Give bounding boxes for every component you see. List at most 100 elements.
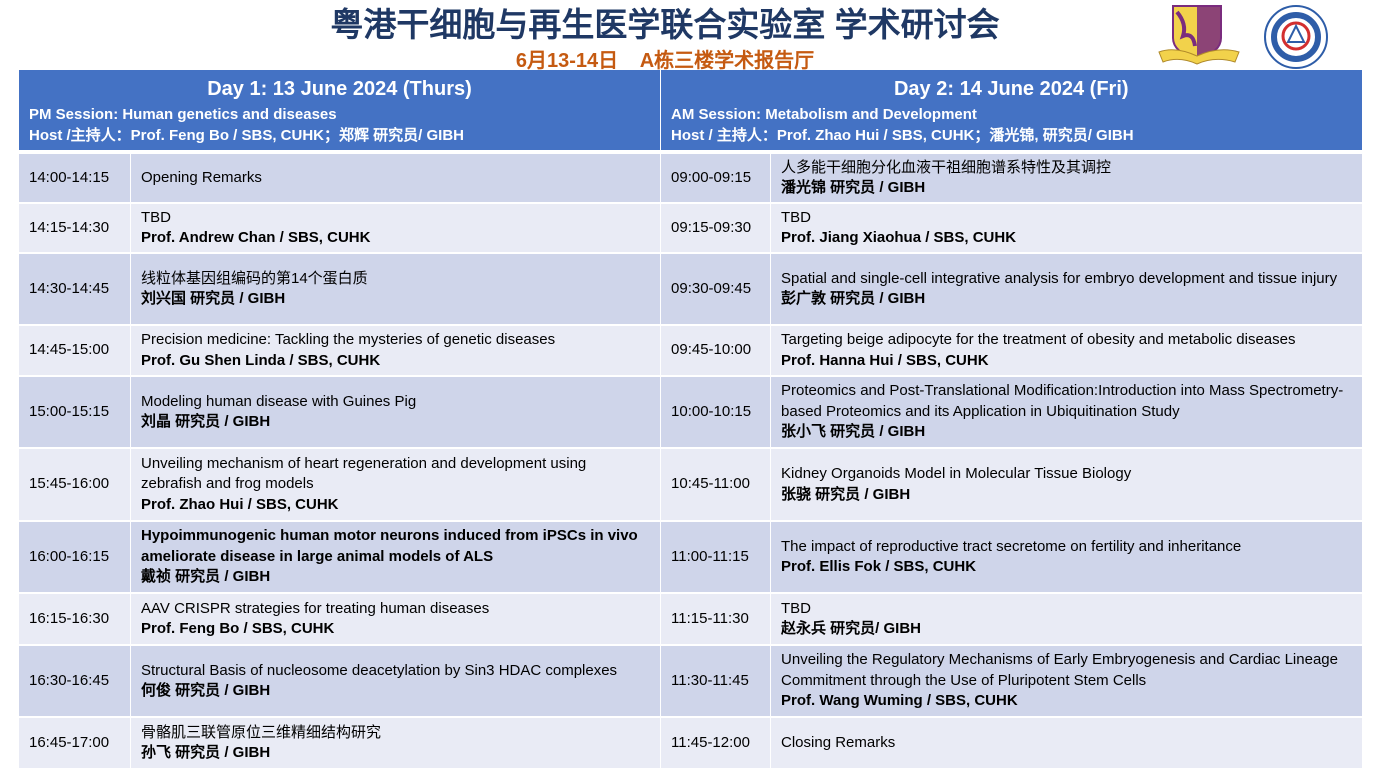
talk-speaker: Prof. Zhao Hui / SBS, CUHK [141,495,339,513]
left-talk-cell: 线粒体基因组编码的第14个蛋白质 刘兴国 研究员 / GIBH [129,252,661,325]
talk-title: Precision medicine: Tackling the mysteri… [141,331,556,348]
talk-title: 线粒体基因组编码的第14个蛋白质 [141,269,368,287]
event-date: 6月13-14日 [515,50,619,72]
right-talk-cell: Closing Remarks [770,716,1362,768]
talk-speaker: Prof. Andrew Chan / SBS, CUHK [141,229,371,246]
talk-speaker: 潘光锦 研究员 / GIBH [781,179,926,196]
talk-speaker: 刘晶 研究员 / GIBH [141,413,271,430]
talk-speaker: 孙飞 研究员 / GIBH [141,744,271,761]
talk-speaker: 刘兴国 研究员 / GIBH [141,290,286,307]
left-time-cell: 14:00-14:15 [18,152,131,203]
talk-title: Spatial and single-cell integrative anal… [781,269,1338,287]
gibh-emblem-logo [1264,5,1328,69]
left-time-cell: 15:45-16:00 [18,447,131,521]
talk-speaker: 张小飞 研究员 / GIBH [781,423,926,441]
left-time-cell: 16:00-16:15 [18,520,131,593]
event-subtitle: 6月13-14日 A栋三楼学术报告厅 [0,44,1330,73]
talk-speaker: 戴祯 研究员 / GIBH [141,568,271,586]
right-talk-cell: Unveiling the Regulatory Mechanisms of E… [770,644,1362,717]
left-time-cell: 16:30-16:45 [18,644,131,717]
talk-title: Unveiling the Regulatory Mechanisms of E… [781,651,1338,689]
talk-title: AAV CRISPR strategies for treating human… [141,599,490,617]
right-time-cell: 09:45-10:00 [660,324,771,376]
talk-speaker: 何俊 研究员 / GIBH [141,682,271,699]
left-talk-cell: Precision medicine: Tackling the mysteri… [129,324,661,376]
talk-title: Hypoimmunogenic human motor neurons indu… [141,527,638,565]
left-time-cell: 14:30-14:45 [18,252,131,325]
left-talk-cell: AAV CRISPR strategies for treating human… [129,592,661,645]
left-talk-cell: Unveiling mechanism of heart regeneratio… [129,447,661,521]
right-time-cell: 10:45-11:00 [660,447,771,521]
schedule-row: 16:15-16:30 AAV CRISPR strategies for tre… [18,592,1362,645]
day2-heading: Day 2: 14 June 2024 (Fri) [893,78,1129,100]
left-talk-cell: Opening Remarks [129,152,661,203]
day2-host: Host / 主持人：Prof. Zhao Hui / SBS, CUHK；潘光… [671,127,1134,144]
right-time-cell: 10:00-10:15 [660,375,771,448]
talk-speaker: Prof. Gu Shen Linda / SBS, CUHK [141,351,381,369]
talk-title: The impact of reproductive tract secreto… [781,537,1242,555]
schedule-row: 14:15-14:30 TBD Prof. Andrew Chan / SBS, C… [18,202,1362,253]
day1-host: Host /主持人：Prof. Feng Bo / SBS, CUHK；郑辉 研… [29,127,465,144]
talk-speaker: Prof. Wang Wuming / SBS, CUHK [781,692,1018,710]
talk-title: 人多能干细胞分化血液干祖细胞谱系特性及其调控 [781,158,1112,176]
talk-title: Opening Remarks [141,168,262,186]
talk-title: Kidney Organoids Model in Molecular Tiss… [781,465,1132,482]
schedule-row: 16:45-17:00 骨骼肌三联管原位三维精细结构研究 孙飞 研究员 / GIBH… [18,716,1362,768]
left-time-cell: 16:15-16:30 [18,592,131,645]
schedule-row: 14:00-14:15 Opening Remarks 09:00-09:15 人多能… [18,152,1362,203]
left-time-cell: 14:15-14:30 [18,202,131,253]
talk-title: Closing Remarks [781,733,896,751]
right-talk-cell: Targeting beige adipocyte for the treatm… [770,324,1362,376]
schedule-row: 16:00-16:15 Hypoimmunogenic human motor n… [18,520,1362,593]
talk-speaker: 赵永兵 研究员/ GIBH [781,620,922,637]
right-time-cell: 09:00-09:15 [660,152,771,203]
schedule-header: Day 1: 13 June 2024 (Thurs) PM Session: … [17,70,1362,150]
right-talk-cell: Spatial and single-cell integrative anal… [770,252,1362,325]
talk-title: Unveiling mechanism of heart regeneratio… [141,454,587,493]
talk-speaker: Prof. Hanna Hui / SBS, CUHK [781,351,989,369]
schedule-row: 16:30-16:45 Structural Basis of nucleosom… [18,644,1362,717]
talk-speaker: 张骁 研究员 / GIBH [781,485,911,503]
talk-title: Proteomics and Post-Translational Modifi… [781,382,1344,420]
talk-title: TBD [781,208,812,226]
day2-session: AM Session: Metabolism and Development [671,106,977,123]
talk-speaker: 彭广敦 研究员 / GIBH [781,290,926,307]
day1-header: Day 1: 13 June 2024 (Thurs) PM Session: … [17,70,661,150]
left-time-cell: 15:00-15:15 [18,375,131,448]
right-time-cell: 11:15-11:30 [660,592,771,645]
right-talk-cell: TBD 赵永兵 研究员/ GIBH [770,592,1362,645]
talk-speaker: Prof. Feng Bo / SBS, CUHK [141,620,335,637]
right-time-cell: 09:15-09:30 [660,202,771,253]
talk-title: TBD [781,599,812,617]
schedule-row: 15:00-15:15 Modeling human disease with G… [18,375,1362,448]
talk-title: Targeting beige adipocyte for the treatm… [781,331,1296,348]
schedule-table: Day 1: 13 June 2024 (Thurs) PM Session: … [17,70,1362,768]
event-venue: A栋三楼学术报告厅 [639,50,815,72]
right-time-cell: 09:30-09:45 [660,252,771,325]
right-talk-cell: Proteomics and Post-Translational Modifi… [770,375,1362,448]
day1-session: PM Session: Human genetics and diseases [29,106,337,123]
left-talk-cell: 骨骼肌三联管原位三维精细结构研究 孙飞 研究员 / GIBH [129,716,661,768]
right-talk-cell: The impact of reproductive tract secreto… [770,520,1362,593]
page-title: 粤港干细胞与再生医学联合实验室 学术研讨会 [330,6,1000,43]
left-talk-cell: Structural Basis of nucleosome deacetyla… [129,644,661,717]
talk-title: Structural Basis of nucleosome deacetyla… [141,661,618,679]
schedule-row: 14:45-15:00 Precision medicine: Tackling … [18,324,1362,376]
right-talk-cell: Kidney Organoids Model in Molecular Tiss… [770,447,1362,521]
talk-title: 骨骼肌三联管原位三维精细结构研究 [141,723,382,741]
talk-speaker: Prof. Jiang Xiaohua / SBS, CUHK [781,229,1017,246]
talk-title: Modeling human disease with Guines Pig [141,392,417,410]
talk-title: TBD [141,208,171,226]
left-talk-cell: Hypoimmunogenic human motor neurons indu… [129,520,661,593]
day1-heading: Day 1: 13 June 2024 (Thurs) [207,78,472,100]
right-talk-cell: TBD Prof. Jiang Xiaohua / SBS, CUHK [770,202,1362,253]
left-time-cell: 16:45-17:00 [18,716,131,768]
left-talk-cell: TBD Prof. Andrew Chan / SBS, CUHK [129,202,661,253]
cuhk-crest-logo [1158,5,1240,65]
right-time-cell: 11:45-12:00 [660,716,771,768]
right-time-cell: 11:00-11:15 [660,520,771,593]
right-time-cell: 11:30-11:45 [660,644,771,717]
schedule-row: 14:30-14:45 线粒体基因组编码的第14个蛋白质 刘兴国 研究员 / GIB… [18,252,1362,325]
left-talk-cell: Modeling human disease with Guines Pig 刘晶… [129,375,661,448]
schedule-row: 15:45-16:00 Unveiling mechanism of heart … [18,447,1362,521]
